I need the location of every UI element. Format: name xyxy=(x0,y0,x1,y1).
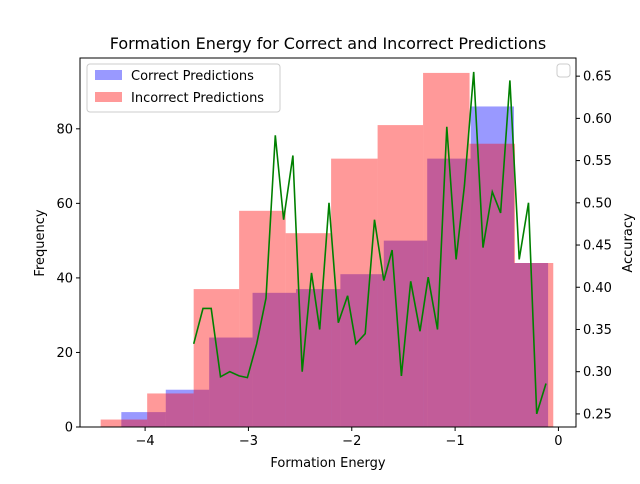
x-tick-label: −2 xyxy=(342,434,361,449)
chart-title: Formation Energy for Correct and Incorre… xyxy=(110,34,547,53)
y2-axis-ticks: 0.25 0.30 0.35 0.40 0.45 0.50 0.55 0.60 0.65 xyxy=(576,70,612,422)
legend: Correct Predictions Incorrect Prediction… xyxy=(86,63,281,113)
x-tick-label: −3 xyxy=(239,434,258,449)
x-tick-label: −4 xyxy=(136,434,155,449)
legend-frame xyxy=(86,63,281,113)
y2-tick-label: 0.25 xyxy=(583,407,612,422)
y2-tick-label: 0.30 xyxy=(583,365,612,380)
x-axis-label: Formation Energy xyxy=(270,456,386,471)
y-tick-label: 0 xyxy=(65,421,73,436)
x-axis-ticks: −4 −3 −2 −1 0 xyxy=(136,427,563,449)
legend-label-incorrect: Incorrect Predictions xyxy=(131,91,264,106)
y-axis-label: Frequency xyxy=(33,209,48,276)
legend-swatch-incorrect xyxy=(95,92,122,102)
legend-swatch-correct xyxy=(95,70,122,80)
x-tick-label: −1 xyxy=(446,434,465,449)
y2-tick-label: 0.40 xyxy=(583,281,612,296)
bar-incorrect xyxy=(469,143,516,427)
y-tick-label: 60 xyxy=(56,197,73,212)
y-axis-ticks: 0 20 40 60 80 xyxy=(56,122,80,436)
y2-axis-label: Accuracy xyxy=(621,213,636,273)
y2-tick-label: 0.65 xyxy=(583,70,612,85)
y-tick-label: 20 xyxy=(56,346,73,361)
bar-incorrect xyxy=(147,393,194,427)
bar-incorrect xyxy=(193,289,240,427)
bar-correct xyxy=(121,412,166,427)
y2-tick-label: 0.35 xyxy=(583,323,612,338)
accuracy-line-layer xyxy=(192,71,547,415)
secondary-legend xyxy=(556,63,571,78)
bar-incorrect xyxy=(423,72,470,427)
histogram-bars xyxy=(100,72,554,428)
bar-incorrect xyxy=(285,233,332,427)
y-tick-label: 40 xyxy=(56,271,73,286)
y2-tick-label: 0.60 xyxy=(583,112,612,127)
secondary-legend-frame xyxy=(556,63,571,78)
bar-incorrect xyxy=(100,419,148,427)
bar-correct xyxy=(427,158,471,428)
bar-correct xyxy=(252,292,296,427)
legend-label-correct: Correct Predictions xyxy=(131,69,254,84)
x-tick-label: 0 xyxy=(554,434,562,449)
bar-incorrect xyxy=(331,158,378,428)
y2-tick-label: 0.50 xyxy=(583,196,612,211)
y2-tick-label: 0.55 xyxy=(583,154,612,169)
accuracy-line xyxy=(192,71,547,415)
plot-frame xyxy=(79,57,577,428)
y2-tick-label: 0.45 xyxy=(583,239,612,254)
y-tick-label: 80 xyxy=(56,122,73,137)
bar-correct xyxy=(165,389,210,427)
bar-correct xyxy=(514,263,549,427)
